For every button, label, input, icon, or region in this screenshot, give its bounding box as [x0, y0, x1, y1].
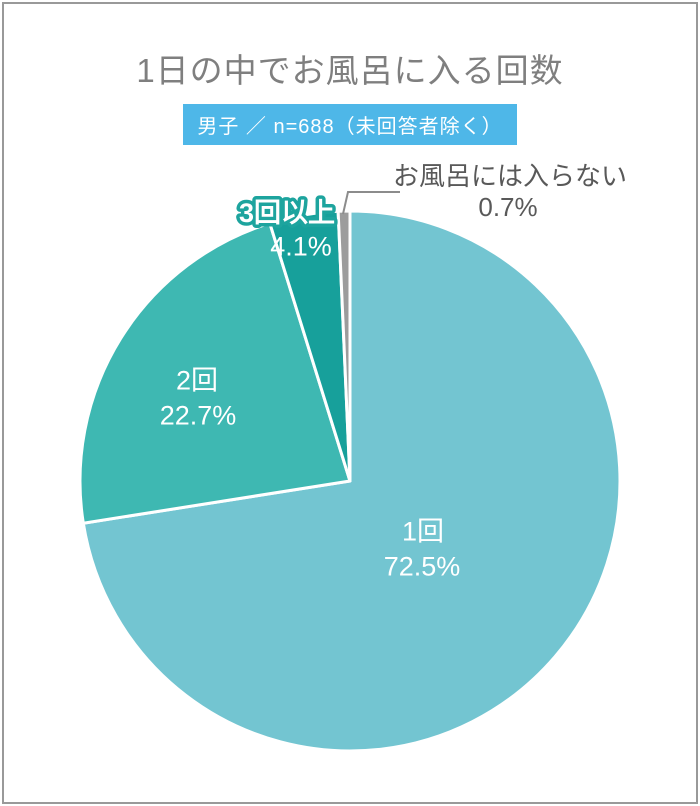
leader-line: [342, 191, 400, 215]
pie-slice-1: [81, 209, 622, 753]
slice-label-once: 1回: [401, 516, 445, 547]
sample-badge: 男子 ／ n=688（未回答者除く）: [183, 104, 517, 145]
chart-title: 1日の中でお風呂に入る回数: [136, 52, 564, 89]
slice-label-nobath: お風呂には入らない: [392, 161, 628, 191]
slice-pct-nobath: 0.7%: [478, 192, 538, 222]
slice-pct-3plus: 4.1%: [270, 231, 332, 262]
badge-container: 男子 ／ n=688（未回答者除く）: [0, 104, 700, 145]
slice-pct-once: 72.5%: [383, 551, 461, 582]
slice-pct-twice: 22.7%: [159, 400, 237, 431]
slice-label-twice: 2回: [175, 365, 219, 396]
slice-label-3plus: 3回以上: [239, 198, 335, 228]
pie-slice-2: [78, 221, 352, 525]
